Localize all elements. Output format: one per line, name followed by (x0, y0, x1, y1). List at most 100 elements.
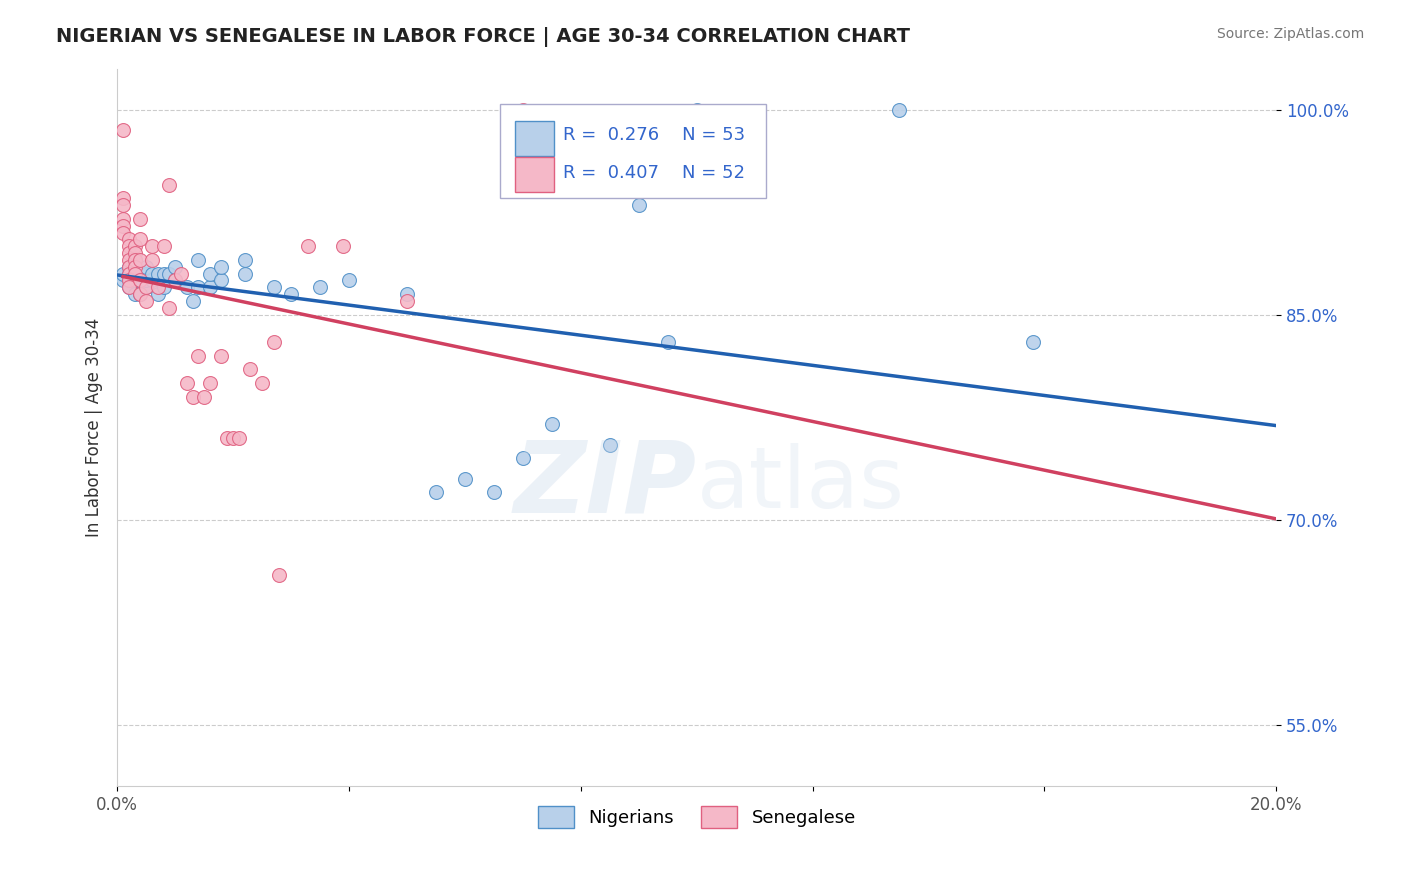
Point (135, 280, 157, 294)
Point (118, 246, 141, 260)
Point (118, 239, 141, 253)
Point (135, 273, 157, 287)
Point (198, 280, 221, 294)
Point (482, 485, 505, 500)
Point (124, 246, 146, 260)
Point (129, 287, 152, 301)
Point (111, 198, 134, 212)
Point (111, 226, 134, 240)
Point (250, 376, 273, 390)
Point (135, 280, 157, 294)
Point (193, 390, 215, 404)
Point (395, 293, 418, 308)
Point (228, 431, 250, 445)
Point (111, 123, 134, 137)
Point (141, 239, 163, 253)
Point (141, 267, 163, 281)
Point (118, 232, 141, 246)
Point (118, 280, 141, 294)
Point (157, 267, 180, 281)
Point (280, 287, 302, 301)
Point (129, 287, 152, 301)
Point (512, 451, 534, 466)
Point (211, 260, 233, 274)
Point (124, 267, 146, 281)
Point (187, 349, 209, 363)
Point (146, 280, 169, 294)
Point (540, 417, 562, 431)
Point (211, 349, 233, 363)
Point (118, 267, 141, 281)
Point (129, 232, 152, 246)
Point (124, 252, 146, 267)
Point (187, 252, 209, 267)
Point (627, 198, 650, 212)
Point (118, 280, 141, 294)
Point (124, 287, 146, 301)
Point (395, 287, 418, 301)
Point (198, 267, 221, 281)
Point (124, 252, 146, 267)
Point (129, 211, 152, 226)
Point (181, 293, 204, 308)
Point (129, 273, 152, 287)
Point (124, 260, 146, 274)
Text: ZIP: ZIP (513, 436, 696, 533)
Point (685, 103, 707, 117)
Point (198, 376, 221, 390)
Point (118, 252, 141, 267)
Point (135, 293, 157, 308)
Text: R =  0.276    N = 53: R = 0.276 N = 53 (564, 127, 745, 145)
Point (118, 273, 141, 287)
Point (135, 267, 157, 281)
Point (657, 334, 679, 349)
Point (176, 376, 198, 390)
Point (124, 273, 146, 287)
Y-axis label: In Labor Force | Age 30-34: In Labor Force | Age 30-34 (86, 318, 103, 537)
Point (1022, 334, 1045, 349)
Point (141, 273, 163, 287)
Legend: Nigerians, Senegalese: Nigerians, Senegalese (530, 798, 863, 835)
Point (129, 273, 152, 287)
Point (165, 273, 187, 287)
Point (599, 437, 621, 451)
Text: Source: ZipAtlas.com: Source: ZipAtlas.com (1216, 27, 1364, 41)
Point (263, 334, 285, 349)
FancyBboxPatch shape (515, 121, 554, 156)
Text: atlas: atlas (696, 443, 904, 526)
Point (157, 301, 180, 315)
Point (889, 103, 911, 117)
Point (124, 260, 146, 274)
Point (512, 103, 534, 117)
FancyBboxPatch shape (499, 104, 766, 198)
Point (129, 267, 152, 281)
Point (152, 267, 174, 281)
Point (124, 239, 146, 253)
Point (170, 267, 193, 281)
Point (165, 273, 187, 287)
Point (111, 211, 134, 226)
Point (222, 431, 245, 445)
Text: NIGERIAN VS SENEGALESE IN LABOR FORCE | AGE 30-34 CORRELATION CHART: NIGERIAN VS SENEGALESE IN LABOR FORCE | … (56, 27, 910, 46)
Point (111, 267, 134, 281)
Point (181, 390, 204, 404)
Point (165, 260, 187, 274)
Point (111, 219, 134, 233)
Point (141, 252, 163, 267)
Point (146, 287, 169, 301)
Point (211, 273, 233, 287)
Point (118, 273, 141, 287)
Point (217, 431, 239, 445)
Point (118, 260, 141, 274)
Point (129, 252, 152, 267)
Text: R =  0.407    N = 52: R = 0.407 N = 52 (564, 163, 745, 182)
Point (118, 260, 141, 274)
Point (157, 178, 180, 192)
Point (111, 191, 134, 205)
Point (135, 260, 157, 274)
Point (187, 280, 209, 294)
Point (425, 485, 447, 500)
Point (239, 362, 262, 376)
Point (332, 239, 354, 253)
Point (176, 280, 198, 294)
